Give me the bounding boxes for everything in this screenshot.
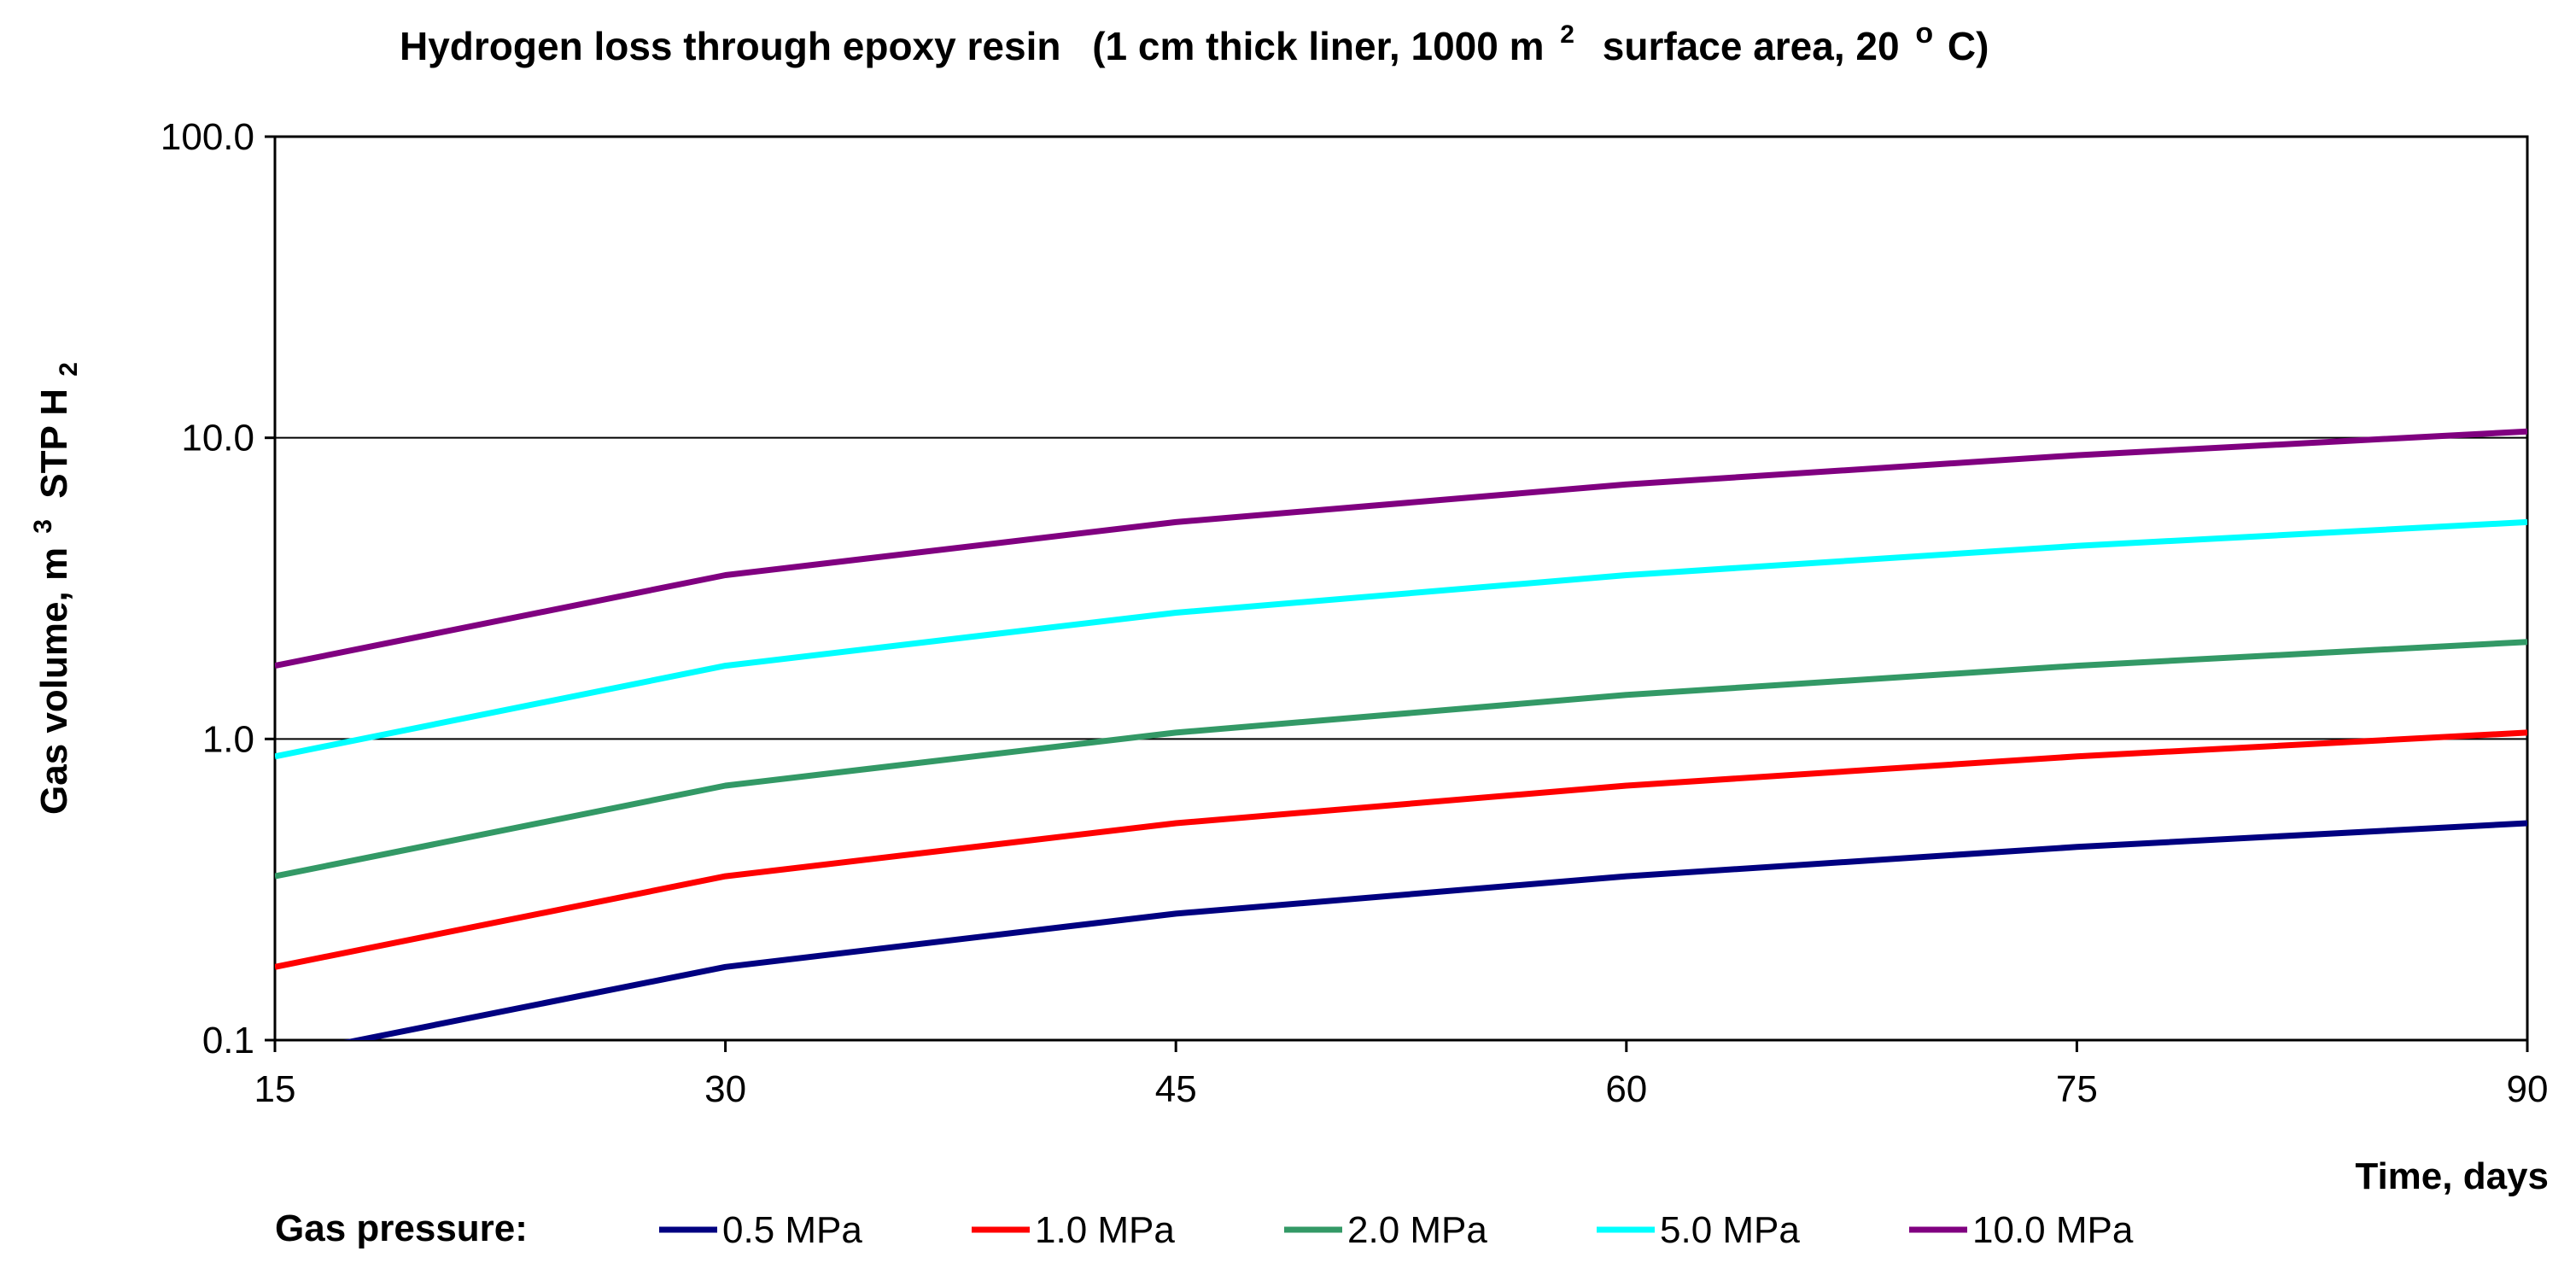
legend-label: 0.5 MPa bbox=[722, 1209, 862, 1251]
series-line-1-0-mpa bbox=[275, 729, 2527, 970]
y-axis: 0.1 1.0 10.0 100.0 bbox=[161, 116, 275, 1061]
legend-item: 0.5 MPa bbox=[659, 1209, 862, 1251]
y-tick-label: 10.0 bbox=[181, 418, 254, 459]
series-line-10-0-mpa bbox=[275, 428, 2527, 670]
legend-item: 5.0 MPa bbox=[1597, 1209, 1800, 1251]
x-tick-label: 45 bbox=[1155, 1068, 1197, 1110]
legend-item: 1.0 MPa bbox=[972, 1209, 1175, 1251]
x-tick-label: 90 bbox=[2507, 1068, 2549, 1110]
x-tick-label: 15 bbox=[254, 1068, 296, 1110]
legend-item: 2.0 MPa bbox=[1284, 1209, 1487, 1251]
legend-title: Gas pressure: bbox=[275, 1207, 528, 1249]
x-axis: 15 30 45 60 75 90 bbox=[254, 1040, 2549, 1110]
y-tick-label: 0.1 bbox=[202, 1020, 254, 1061]
legend-label: 1.0 MPa bbox=[1035, 1209, 1175, 1251]
series-line-5-0-mpa bbox=[275, 518, 2527, 760]
series-line-0-5-mpa bbox=[343, 820, 2527, 1040]
legend: Gas pressure: 0.5 MPa 1.0 MPa 2.0 MPa 5.0 M… bbox=[275, 1207, 2134, 1251]
x-tick-label: 60 bbox=[1605, 1068, 1647, 1110]
plot-area bbox=[273, 135, 2529, 1042]
x-tick-label: 75 bbox=[2056, 1068, 2098, 1110]
legend-label: 2.0 MPa bbox=[1347, 1209, 1487, 1251]
x-axis-label: Time, days bbox=[2355, 1155, 2549, 1197]
legend-item: 10.0 MPa bbox=[1909, 1209, 2134, 1251]
grid-lines bbox=[275, 436, 2527, 740]
series-line-2-0-mpa bbox=[275, 639, 2527, 880]
y-axis-label: Gas volume, m 3 STP H 2 bbox=[18, 362, 83, 815]
x-tick-label: 30 bbox=[704, 1068, 746, 1110]
legend-label: 5.0 MPa bbox=[1660, 1209, 1800, 1251]
y-tick-label: 100.0 bbox=[161, 116, 254, 158]
y-tick-label: 1.0 bbox=[202, 718, 254, 760]
legend-label: 10.0 MPa bbox=[1972, 1209, 2134, 1251]
chart-title: Hydrogen loss through epoxy resin (1 cm … bbox=[400, 7, 1989, 68]
series-lines bbox=[275, 428, 2527, 1040]
